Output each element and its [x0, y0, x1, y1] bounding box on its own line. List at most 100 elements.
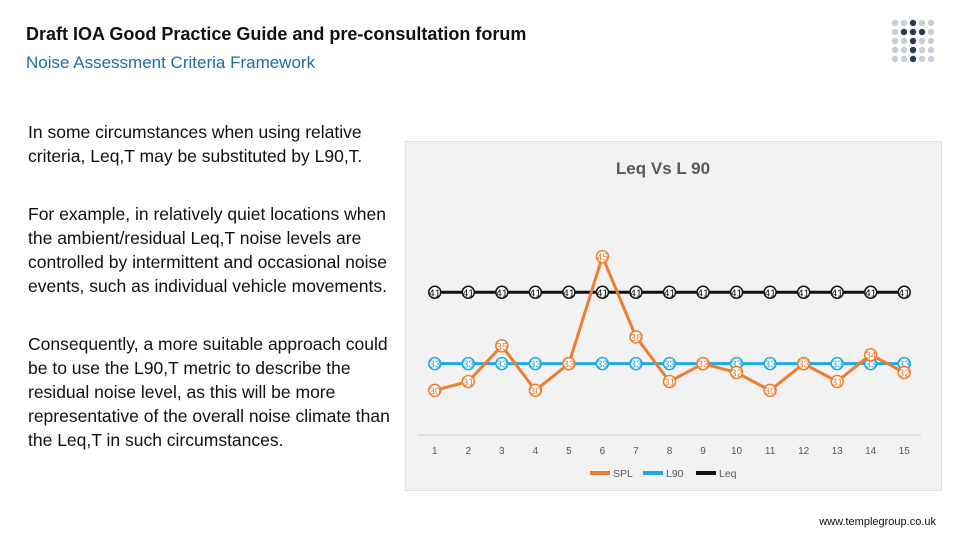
data-label-leq: 41 [764, 287, 776, 299]
data-label-leq: 41 [664, 287, 676, 299]
data-point-l90 [495, 356, 509, 371]
data-label-leq: 41 [530, 287, 542, 299]
logo-dot [891, 46, 899, 54]
data-point-l90 [763, 356, 777, 371]
data-point-spl [428, 383, 442, 398]
data-label-spl: 30 [530, 385, 542, 397]
logo-dot [900, 37, 908, 45]
data-point-leq [863, 285, 878, 300]
data-point-l90 [629, 356, 643, 371]
x-tick-label: 3 [499, 446, 505, 457]
chart-title: Leq Vs L 90 [616, 159, 710, 178]
slide-title: Draft IOA Good Practice Guide and pre-co… [26, 24, 527, 44]
data-label-l90: 33 [764, 359, 776, 371]
data-point-leq [662, 285, 677, 300]
data-label-spl: 33 [563, 359, 575, 371]
logo-dot [927, 37, 935, 45]
logo-dot [918, 55, 926, 63]
data-label-leq: 41 [630, 287, 642, 299]
logo-dot [918, 28, 926, 36]
data-point-leq [461, 285, 476, 300]
data-label-leq: 41 [697, 287, 709, 299]
logo-dot [909, 55, 917, 63]
data-point-leq [562, 285, 576, 300]
x-tick-label: 9 [700, 446, 706, 457]
data-label-leq: 41 [798, 287, 810, 299]
x-tick-label: 7 [633, 446, 639, 457]
data-label-l90: 33 [630, 359, 642, 371]
data-label-spl: 32 [731, 368, 743, 380]
data-point-l90 [830, 356, 844, 371]
logo-dot [891, 37, 899, 45]
data-point-spl [796, 356, 811, 371]
data-label-l90: 33 [496, 359, 508, 371]
logo-dot [891, 55, 899, 63]
body-paragraph-1: In some circumstances when using relativ… [28, 122, 363, 166]
data-point-leq [595, 285, 610, 300]
slide-subtitle: Noise Assessment Criteria Framework [26, 53, 316, 72]
x-tick-label: 6 [600, 446, 606, 457]
logo-dot [909, 46, 917, 54]
logo-dot [900, 19, 908, 27]
data-label-l90: 33 [429, 359, 441, 371]
logo-dot [909, 28, 917, 36]
body-paragraph-2: For example, in relatively quiet locatio… [28, 204, 387, 296]
data-label-spl: 30 [429, 385, 441, 397]
data-label-spl: 30 [764, 385, 776, 397]
logo-dot [909, 37, 917, 45]
logo-dot [927, 46, 935, 54]
data-label-l90: 33 [865, 359, 877, 371]
logo-dot [918, 19, 926, 27]
x-tick-label: 15 [899, 446, 911, 457]
x-tick-label: 14 [865, 446, 877, 457]
logo-dot [900, 46, 908, 54]
data-point-spl [830, 374, 844, 389]
data-label-spl: 32 [898, 368, 910, 380]
data-point-l90 [428, 356, 442, 371]
data-label-leq: 41 [429, 287, 441, 299]
data-point-l90 [595, 356, 610, 371]
data-label-l90: 33 [530, 359, 542, 371]
data-label-l90: 33 [898, 359, 910, 371]
data-point-l90 [461, 356, 476, 371]
data-point-leq [763, 285, 777, 300]
logo-dot [909, 19, 917, 27]
legend-label-l90: L90 [666, 468, 684, 480]
data-label-leq: 41 [731, 287, 743, 299]
legend-label-leq: Leq [719, 468, 737, 480]
data-label-spl: 33 [798, 359, 810, 371]
x-tick-label: 12 [798, 446, 810, 457]
footer-url: www.templegroup.co.uk [819, 516, 936, 528]
chart-panel: Leq Vs L 90 1 2 3 4 5 6 7 8 9 10 11 12 13 14 15 33 33 33 33… [405, 141, 942, 491]
data-point-spl [763, 383, 777, 398]
data-label-leq: 41 [898, 287, 910, 299]
x-tick-label: 8 [667, 446, 673, 457]
body-paragraph-3: Consequently, a more suitable approach c… [28, 334, 390, 450]
data-label-leq: 41 [563, 287, 575, 299]
data-point-spl [562, 356, 576, 371]
data-point-spl [495, 339, 509, 353]
data-point-spl [461, 374, 476, 389]
data-point-leq [897, 285, 911, 300]
x-tick-label: 2 [466, 446, 472, 457]
data-label-leq: 41 [865, 287, 877, 299]
x-tick-label: 13 [832, 446, 844, 457]
data-point-spl [528, 383, 543, 398]
x-tick-label: 4 [533, 446, 539, 457]
logo-dot [927, 19, 935, 27]
legend-label-spl: SPL [613, 468, 633, 480]
data-point-spl [629, 330, 643, 344]
data-label-spl: 35 [496, 341, 508, 353]
x-tick-label: 10 [731, 446, 743, 457]
data-label-leq: 41 [597, 287, 609, 299]
x-tick-label: 11 [765, 446, 776, 457]
data-label-leq: 41 [831, 287, 843, 299]
data-point-spl [863, 347, 878, 362]
data-point-spl [595, 249, 610, 264]
data-label-spl: 31 [664, 376, 676, 388]
data-label-spl: 34 [865, 350, 877, 362]
data-point-leq [528, 285, 543, 300]
data-point-leq [796, 285, 811, 300]
data-point-spl [897, 365, 911, 380]
